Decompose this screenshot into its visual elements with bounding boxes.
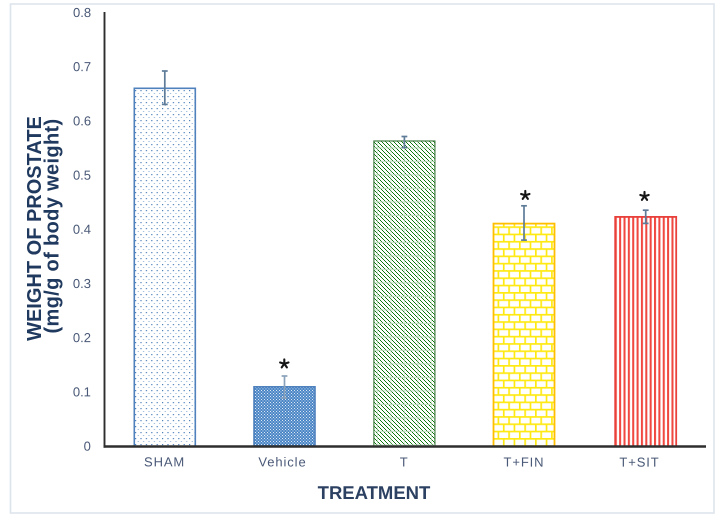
svg-text:0.5: 0.5 bbox=[73, 168, 91, 183]
svg-text:(mg/g of body weight): (mg/g of body weight) bbox=[42, 118, 64, 333]
svg-text:0.3: 0.3 bbox=[73, 276, 91, 291]
svg-text:T: T bbox=[400, 454, 409, 469]
svg-text:SHAM: SHAM bbox=[144, 454, 185, 469]
svg-text:Vehicle: Vehicle bbox=[258, 454, 306, 469]
svg-text:0.6: 0.6 bbox=[73, 113, 91, 128]
svg-text:T+SIT: T+SIT bbox=[619, 455, 659, 470]
svg-text:T+FIN: T+FIN bbox=[504, 455, 545, 470]
svg-text:TREATMENT: TREATMENT bbox=[318, 482, 431, 503]
svg-text:0.8: 0.8 bbox=[73, 5, 91, 20]
svg-text:0: 0 bbox=[84, 439, 91, 454]
svg-text:0.1: 0.1 bbox=[73, 384, 91, 399]
svg-text:WEIGHT OF PROSTATE: WEIGHT OF PROSTATE bbox=[24, 116, 46, 341]
svg-text:0.7: 0.7 bbox=[73, 59, 91, 74]
svg-text:0.4: 0.4 bbox=[73, 222, 91, 237]
svg-text:0.2: 0.2 bbox=[73, 330, 91, 345]
